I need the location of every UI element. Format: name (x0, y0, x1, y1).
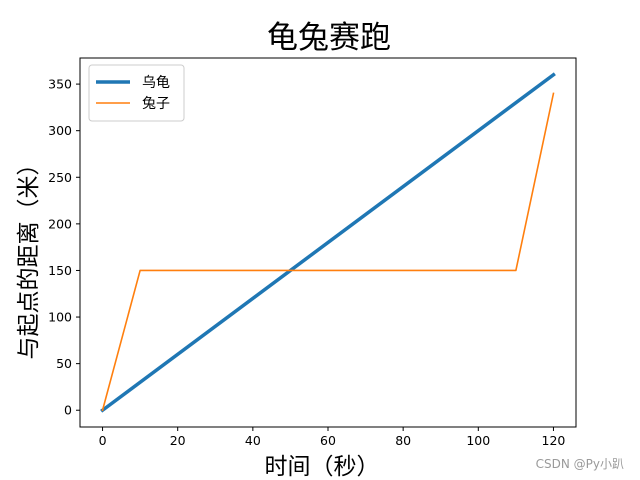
x-tick-label: 40 (245, 433, 261, 448)
series-layer (100, 72, 556, 413)
chart-title: 龟兔赛跑 (267, 20, 391, 56)
y-tick-label: 350 (48, 77, 72, 92)
y-tick-label: 200 (48, 216, 72, 231)
watermark: CSDN @Py小趴 (536, 457, 624, 471)
x-tick-label: 60 (320, 433, 336, 448)
x-tick-label: 20 (170, 433, 186, 448)
x-tick-label: 100 (466, 433, 490, 448)
y-axis: 0 50 100 150 200 250 300 350 (48, 77, 80, 418)
y-tick-label: 0 (64, 403, 72, 418)
y-tick-label: 150 (48, 263, 72, 278)
y-tick-label: 100 (48, 310, 72, 325)
series-line-tortoise (100, 72, 556, 413)
y-tick-label: 300 (48, 123, 72, 138)
y-tick-label: 250 (48, 170, 72, 185)
legend-label: 乌龟 (142, 75, 170, 91)
y-axis-label: 与起点的距离（米） (16, 153, 42, 360)
series-line-hare (101, 92, 555, 412)
y-tick-label: 50 (56, 356, 72, 371)
x-axis: 0 20 40 60 80 100 120 (99, 427, 566, 448)
x-tick-label: 0 (99, 433, 107, 448)
x-tick-label: 120 (542, 433, 566, 448)
legend-box (88, 64, 185, 122)
legend-label: 兔子 (142, 96, 170, 112)
x-tick-label: 80 (395, 433, 411, 448)
x-axis-label: 时间（秒） (265, 454, 380, 480)
